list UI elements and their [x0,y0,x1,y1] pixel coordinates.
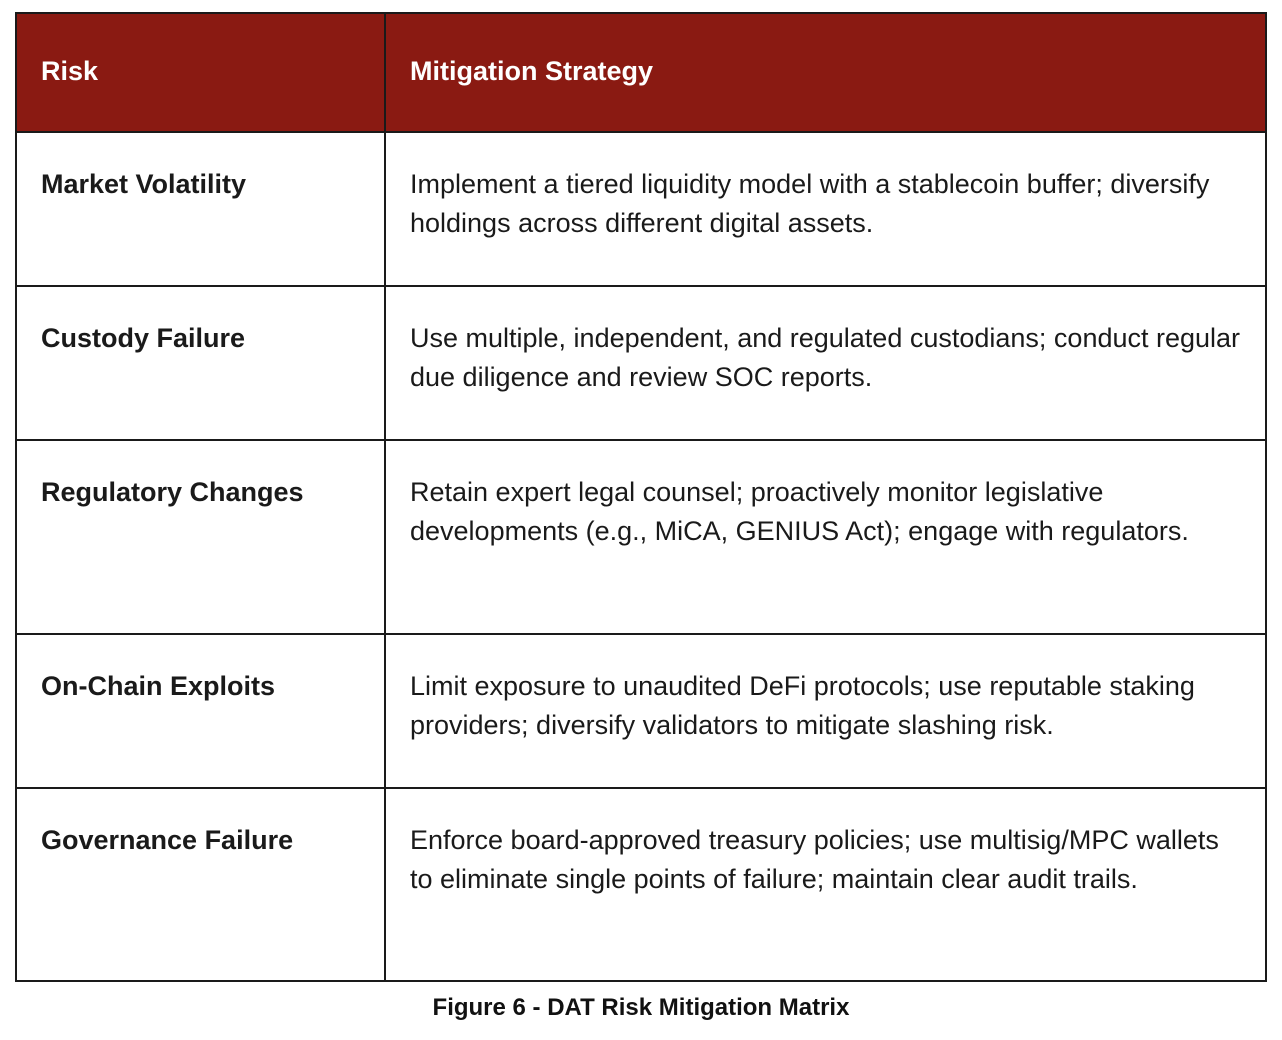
table-row: Regulatory Changes Retain expert legal c… [15,439,1267,635]
strategy-cell: Retain expert legal counsel; proactively… [384,439,1267,635]
table-row: Governance Failure Enforce board-approve… [15,787,1267,982]
header-risk: Risk [15,12,386,133]
risk-mitigation-table: Risk Mitigation Strategy Market Volatili… [15,12,1267,982]
table-row: Market Volatility Implement a tiered liq… [15,131,1267,287]
risk-cell: Custody Failure [15,285,386,441]
table-row: On-Chain Exploits Limit exposure to unau… [15,633,1267,789]
strategy-cell: Enforce board-approved treasury policies… [384,787,1267,982]
risk-cell: Governance Failure [15,787,386,982]
risk-cell: Regulatory Changes [15,439,386,635]
header-row: Risk Mitigation Strategy [15,12,1267,133]
risk-cell: Market Volatility [15,131,386,287]
figure-caption: Figure 6 - DAT Risk Mitigation Matrix [432,994,850,1021]
table-body: Market Volatility Implement a tiered liq… [15,131,1267,982]
header-mitigation-strategy: Mitigation Strategy [384,12,1267,133]
strategy-cell: Implement a tiered liquidity model with … [384,131,1267,287]
strategy-cell: Limit exposure to unaudited DeFi protoco… [384,633,1267,789]
table-header: Risk Mitigation Strategy [15,12,1267,133]
risk-cell: On-Chain Exploits [15,633,386,789]
table-row: Custody Failure Use multiple, independen… [15,285,1267,441]
strategy-cell: Use multiple, independent, and regulated… [384,285,1267,441]
